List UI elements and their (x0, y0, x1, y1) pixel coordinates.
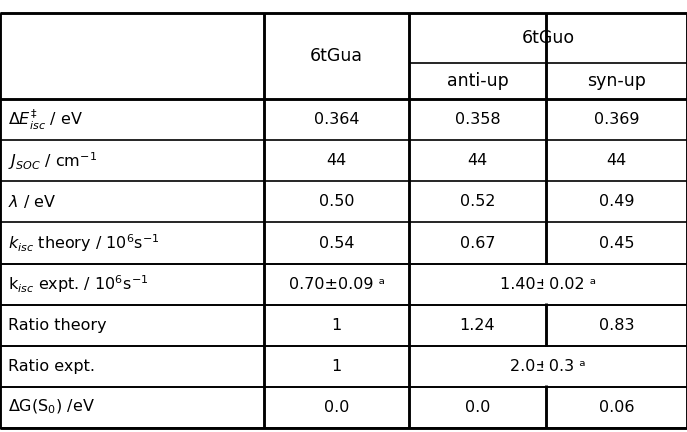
Text: syn-up: syn-up (587, 72, 646, 90)
Text: 44: 44 (326, 153, 347, 168)
Text: $\Delta$G(S$_0$) /eV: $\Delta$G(S$_0$) /eV (8, 398, 95, 416)
Text: 6tGuo: 6tGuo (521, 29, 574, 47)
Text: Ratio theory: Ratio theory (8, 318, 107, 333)
Text: 1: 1 (332, 359, 341, 374)
Text: 6tGua: 6tGua (310, 47, 363, 65)
Text: 0.49: 0.49 (599, 194, 634, 210)
Text: $\lambda$ / eV: $\lambda$ / eV (8, 194, 56, 210)
Text: 0.0: 0.0 (465, 400, 490, 415)
Text: 44: 44 (467, 153, 488, 168)
Text: $\Delta E^{\ddagger}_{isc}$ / eV: $\Delta E^{\ddagger}_{isc}$ / eV (8, 108, 83, 132)
Text: 0.67: 0.67 (460, 235, 495, 251)
Text: 0.06: 0.06 (599, 400, 634, 415)
Text: $k_{isc}$ theory / 10$^6$s$^{-1}$: $k_{isc}$ theory / 10$^6$s$^{-1}$ (8, 232, 160, 254)
Text: 2.0±0.3 ᵃ: 2.0±0.3 ᵃ (510, 359, 586, 374)
Text: 0.52: 0.52 (460, 194, 495, 210)
Text: 1: 1 (332, 318, 341, 333)
Text: 1.40±0.02 ᵃ: 1.40±0.02 ᵃ (500, 276, 596, 292)
Text: 0.45: 0.45 (599, 235, 634, 251)
Text: 1.24: 1.24 (460, 318, 495, 333)
Text: anti-up: anti-up (447, 72, 508, 90)
Text: $J_{SOC}$ / cm$^{-1}$: $J_{SOC}$ / cm$^{-1}$ (8, 150, 98, 172)
Text: 0.364: 0.364 (314, 112, 359, 127)
Text: 44: 44 (607, 153, 627, 168)
Text: 0.369: 0.369 (594, 112, 640, 127)
Text: k$_{isc}$ expt. / 10$^6$s$^{-1}$: k$_{isc}$ expt. / 10$^6$s$^{-1}$ (8, 273, 148, 295)
Text: 0.70±0.09 ᵃ: 0.70±0.09 ᵃ (289, 276, 385, 292)
Text: 0.83: 0.83 (599, 318, 634, 333)
Text: 0.50: 0.50 (319, 194, 354, 210)
Text: 0.0: 0.0 (324, 400, 349, 415)
Text: 0.358: 0.358 (455, 112, 500, 127)
Text: 0.54: 0.54 (319, 235, 354, 251)
Text: Ratio expt.: Ratio expt. (8, 359, 95, 374)
